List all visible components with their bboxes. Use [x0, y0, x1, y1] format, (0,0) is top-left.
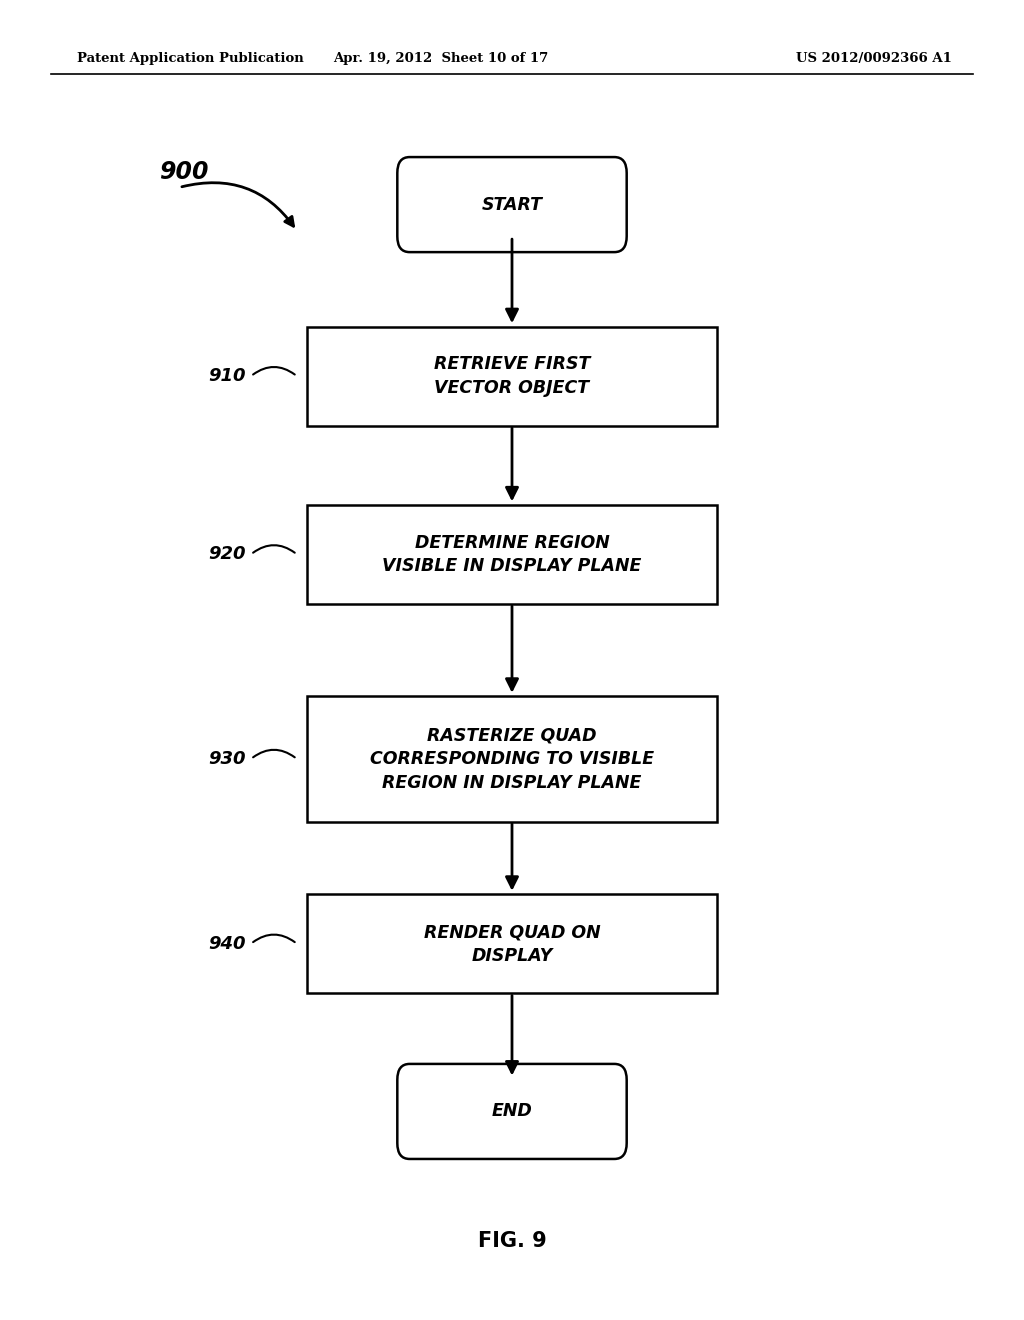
Text: RETRIEVE FIRST
VECTOR OBJECT: RETRIEVE FIRST VECTOR OBJECT	[434, 355, 590, 397]
Bar	[307, 895, 717, 993]
Text: US 2012/0092366 A1: US 2012/0092366 A1	[797, 51, 952, 65]
Text: 900: 900	[159, 160, 208, 183]
FancyBboxPatch shape	[397, 1064, 627, 1159]
Text: START: START	[481, 195, 543, 214]
Text: RASTERIZE QUAD
CORRESPONDING TO VISIBLE
REGION IN DISPLAY PLANE: RASTERIZE QUAD CORRESPONDING TO VISIBLE …	[370, 726, 654, 792]
Text: 930: 930	[208, 750, 246, 768]
Text: END: END	[492, 1102, 532, 1121]
Text: 920: 920	[208, 545, 246, 564]
FancyBboxPatch shape	[397, 157, 627, 252]
Text: Apr. 19, 2012  Sheet 10 of 17: Apr. 19, 2012 Sheet 10 of 17	[333, 51, 548, 65]
Text: 910: 910	[208, 367, 246, 385]
Bar	[307, 506, 717, 605]
Text: 940: 940	[208, 935, 246, 953]
Text: DETERMINE REGION
VISIBLE IN DISPLAY PLANE: DETERMINE REGION VISIBLE IN DISPLAY PLAN…	[382, 533, 642, 576]
Text: FIG. 9: FIG. 9	[477, 1230, 547, 1251]
Bar	[307, 697, 717, 821]
Text: Patent Application Publication: Patent Application Publication	[77, 51, 303, 65]
Text: RENDER QUAD ON
DISPLAY: RENDER QUAD ON DISPLAY	[424, 923, 600, 965]
Bar	[307, 327, 717, 425]
